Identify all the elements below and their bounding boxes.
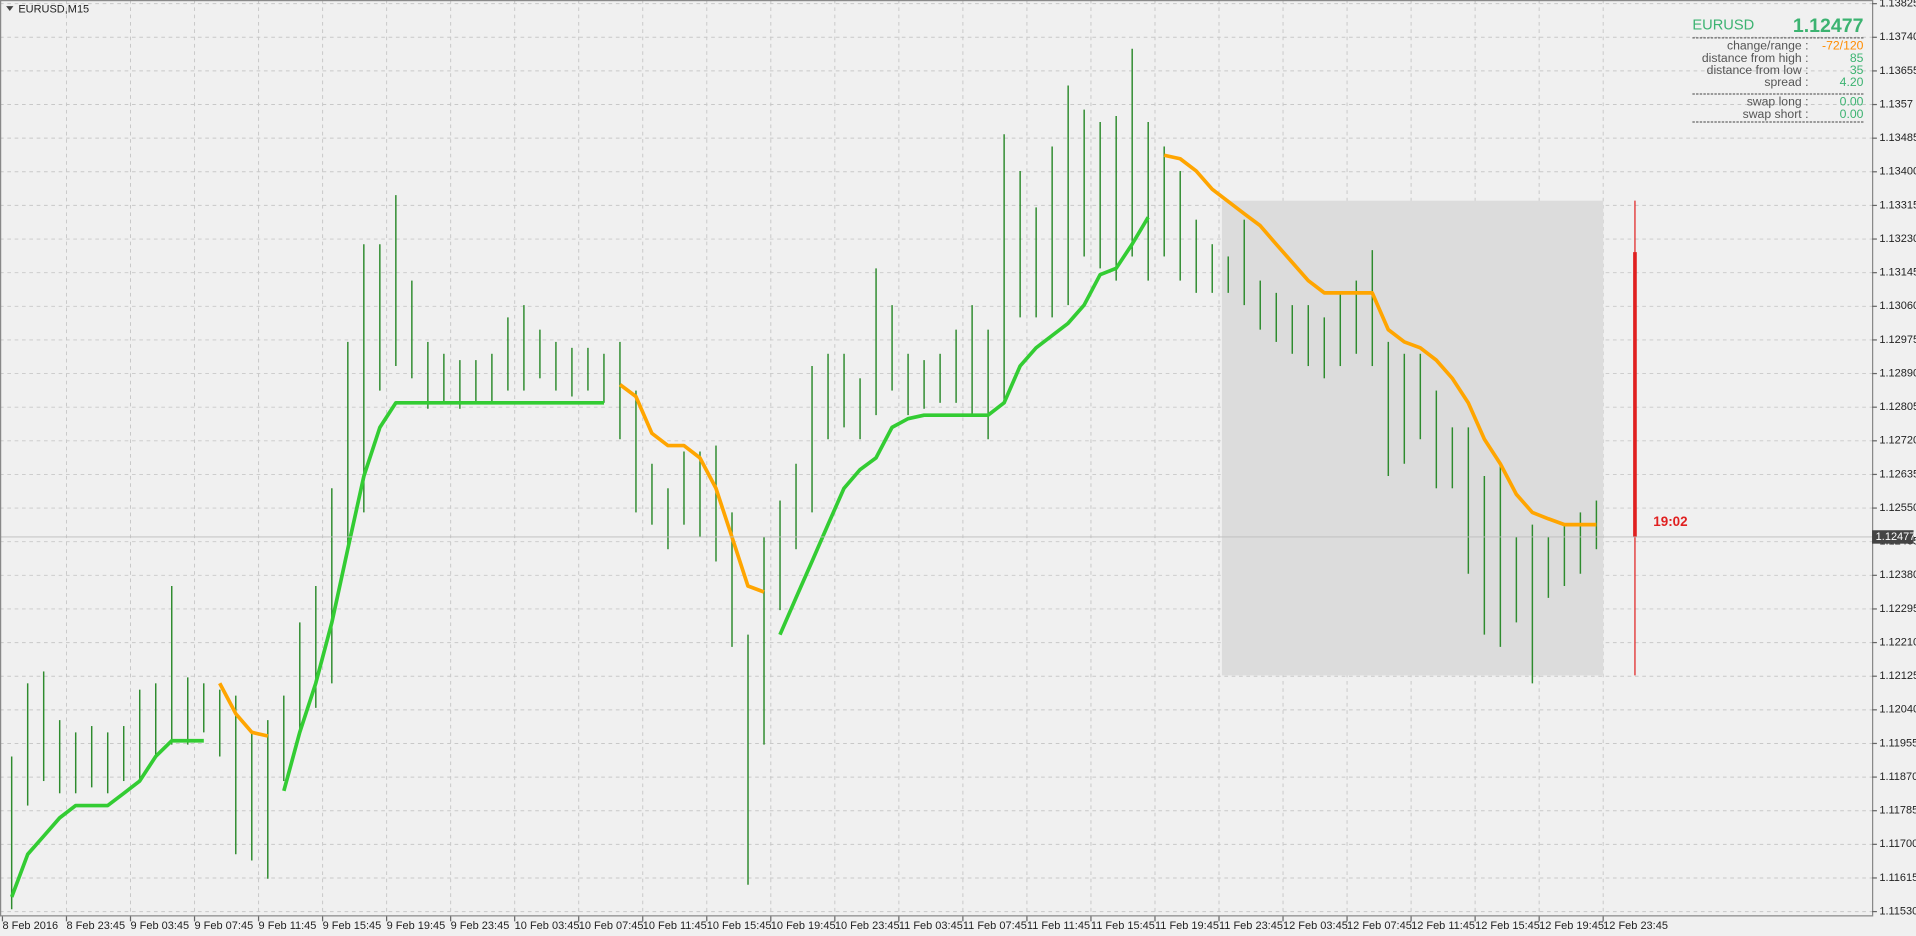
chart-title: EURUSD,M15 — [18, 4, 89, 16]
y-tick-label: 1.11615 — [1879, 872, 1916, 884]
info-label: spread : — [1764, 75, 1808, 89]
x-tick-label: 10 Feb 11:45 — [643, 920, 707, 932]
info-label: distance from high : — [1702, 51, 1809, 65]
info-label: change/range : — [1727, 39, 1808, 53]
y-tick-label: 1.11955 — [1879, 737, 1916, 749]
y-tick-label: 1.12890 — [1879, 367, 1916, 379]
y-tick-label: 1.12550 — [1879, 502, 1916, 514]
bar-layer — [0, 48, 1873, 910]
x-tick-label: 9 Feb 15:45 — [323, 920, 382, 932]
plot-frame — [0, 0, 1874, 917]
y-tick-label: 1.11785 — [1879, 805, 1916, 817]
y-tick-label: 1.12210 — [1879, 636, 1916, 648]
info-value: -72/120 — [1822, 39, 1864, 53]
x-tick-label: 11 Feb 07:45 — [963, 920, 1027, 932]
x-tick-label: 10 Feb 07:45 — [579, 920, 644, 932]
y-tick-label: 1.12295 — [1879, 603, 1916, 615]
range-box — [1221, 200, 1604, 676]
y-tick-label: 1.13825 — [1879, 0, 1916, 10]
y-tick-label: 1.13485 — [1879, 132, 1916, 144]
y-tick-label: 1.13740 — [1879, 31, 1916, 43]
y-tick-label: 1.11870 — [1879, 771, 1916, 783]
y-tick-label: 1.12805 — [1879, 401, 1916, 413]
menu-icon[interactable] — [6, 6, 14, 11]
x-tick-label: 8 Feb 23:45 — [66, 920, 125, 932]
y-tick-label: 1.1357 — [1879, 98, 1913, 110]
x-tick-label: 12 Feb 07:45 — [1347, 920, 1412, 932]
x-tick-label: 9 Feb 19:45 — [387, 920, 446, 932]
info-value: 35 — [1850, 63, 1864, 77]
y-tick-label: 1.12635 — [1879, 468, 1916, 480]
info-label: swap short : — [1743, 107, 1809, 121]
x-tick-label: 9 Feb 23:45 — [451, 920, 510, 932]
timer-label: 19:02 — [1653, 514, 1687, 529]
x-tick-label: 8 Feb 2016 — [2, 920, 58, 932]
info-value: 4.20 — [1840, 75, 1864, 89]
x-tick-label: 12 Feb 11:45 — [1411, 920, 1475, 932]
x-tick-label: 9 Feb 11:45 — [259, 920, 317, 932]
y-tick-label: 1.13315 — [1879, 199, 1916, 211]
x-tick-label: 10 Feb 23:45 — [835, 920, 900, 932]
y-tick-label: 1.12975 — [1879, 334, 1916, 346]
y-tick-label: 1.13230 — [1879, 233, 1916, 245]
x-tick-label: 11 Feb 23:45 — [1219, 920, 1283, 932]
indicator-line — [218, 153, 1597, 738]
range-layer: 19:02 — [1221, 200, 1688, 676]
x-tick-label: 9 Feb 07:45 — [195, 920, 254, 932]
x-tick-label: 10 Feb 15:45 — [707, 920, 772, 932]
y-tick-label: 1.13655 — [1879, 65, 1916, 77]
x-tick-label: 10 Feb 19:45 — [771, 920, 836, 932]
y-tick-label: 1.12125 — [1879, 670, 1916, 682]
y-tick-label: 1.13060 — [1879, 300, 1916, 312]
y-tick-label: 1.11700 — [1879, 838, 1916, 850]
info-value: 85 — [1850, 51, 1864, 65]
y-tick-label: 1.13145 — [1879, 267, 1916, 279]
symbol: EURUSD — [1692, 18, 1754, 34]
y-tick-label: 1.12380 — [1879, 569, 1916, 581]
x-tick-label: 12 Feb 03:45 — [1283, 920, 1348, 932]
x-tick-label: 9 Feb 03:45 — [131, 920, 190, 932]
info-value: 0.00 — [1840, 95, 1864, 109]
y-tick-label: 1.12040 — [1879, 704, 1916, 716]
x-tick-label: 10 Feb 03:45 — [515, 920, 580, 932]
x-tick-label: 11 Feb 11:45 — [1027, 920, 1090, 932]
info-label: swap long : — [1747, 95, 1809, 109]
price-tag-label: 1.12477 — [1876, 531, 1916, 543]
x-tick-label: 12 Feb 23:45 — [1603, 920, 1668, 932]
info-value: 0.00 — [1840, 107, 1864, 121]
grid-layer — [0, 0, 1873, 917]
price: 1.12477 — [1793, 15, 1864, 37]
info-label: distance from low : — [1707, 63, 1809, 77]
info-panel: EURUSD 1.12477 change/range : -72/120 distan… — [1692, 15, 1864, 123]
x-tick-label: 11 Feb 15:45 — [1091, 920, 1155, 932]
price-tag — [1872, 530, 1914, 544]
x-tick-label: 11 Feb 03:45 — [899, 920, 963, 932]
y-tick-label: 1.13400 — [1879, 166, 1916, 178]
x-tick-label: 12 Feb 15:45 — [1475, 920, 1540, 932]
x-tick-label: 11 Feb 19:45 — [1155, 920, 1219, 932]
indicator-line — [10, 216, 1150, 898]
y-tick-label: 1.11530 — [1879, 906, 1916, 918]
y-tick-label: 1.12720 — [1879, 435, 1916, 447]
x-tick-label: 12 Feb 19:45 — [1539, 920, 1604, 932]
